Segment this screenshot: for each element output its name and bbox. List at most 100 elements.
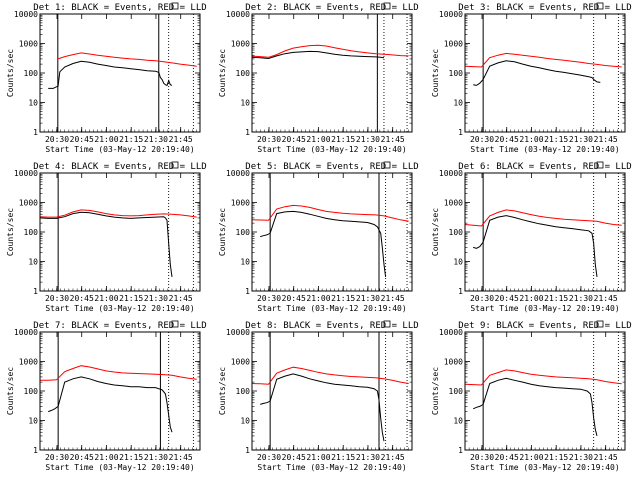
detector-panel-7: Det 7: BLACK = Events, RED = LLD Counts/s…: [6, 320, 207, 472]
y-tick-label: 10: [28, 99, 38, 108]
y-tick-label: 1000: [444, 199, 463, 208]
y-tick-label: 10: [240, 258, 250, 267]
y-tick-label: 1000: [19, 199, 38, 208]
title-marker-icon: [171, 320, 179, 328]
x-tick-label: 21:30: [569, 453, 593, 462]
y-tick-label: 1: [245, 287, 250, 296]
x-tick-label: 21:45: [381, 294, 405, 303]
x-tick-label: 20:45: [282, 294, 306, 303]
panel-title: Det 3: BLACK = Events, RED = LLD: [458, 3, 631, 13]
title-marker-icon: [596, 161, 604, 169]
detector-panel-6: Det 6: BLACK = Events, RED = LLD Counts/s…: [431, 161, 632, 313]
y-tick-label: 1: [33, 287, 38, 296]
detector-panel-8: Det 8: BLACK = Events, RED = LLD Counts/s…: [218, 320, 419, 472]
panel-title: Det 5: BLACK = Events, RED = LLD: [245, 162, 418, 172]
x-tick-label: 20:45: [70, 135, 94, 144]
plot-frame: [464, 331, 626, 451]
plot-frame: [251, 331, 413, 451]
plot-frame: [39, 331, 201, 451]
title-marker-icon: [383, 2, 391, 10]
x-tick-label: 21:45: [169, 453, 193, 462]
y-tick-label: 100: [449, 228, 464, 237]
detector-panel-5: Det 5: BLACK = Events, RED = LLD Counts/s…: [218, 161, 419, 313]
plot-frame: [39, 13, 201, 133]
panel-title: Det 1: BLACK = Events, RED = LLD: [33, 3, 206, 13]
x-tick-label: 21:00: [519, 453, 543, 462]
x-tick-label: 21:45: [381, 135, 405, 144]
y-tick-label: 1000: [231, 199, 250, 208]
x-tick-label: 21:45: [594, 135, 618, 144]
events-rate-line: [473, 60, 601, 86]
x-tick-label: 21:30: [144, 453, 168, 462]
x-axis-label: Start Time (03-May-12 20:19:40): [257, 463, 406, 472]
x-tick-label: 21:00: [94, 135, 118, 144]
x-tick-label: 21:30: [569, 135, 593, 144]
y-tick-label: 1: [458, 128, 463, 137]
y-axis-label: Counts/sec: [218, 49, 227, 97]
title-marker-icon: [171, 161, 179, 169]
x-tick-label: 21:00: [94, 453, 118, 462]
events-rate-line: [48, 60, 173, 89]
x-tick-label: 20:45: [70, 294, 94, 303]
y-tick-label: 10000: [226, 10, 250, 19]
x-tick-label: 20:30: [257, 294, 281, 303]
y-axis-label: Counts/sec: [431, 367, 440, 415]
lld-rate-line: [251, 44, 409, 58]
x-tick-label: 20:30: [470, 453, 494, 462]
y-tick-label: 1000: [19, 40, 38, 49]
x-tick-label: 21:45: [169, 135, 193, 144]
y-tick-label: 10000: [226, 328, 250, 337]
x-tick-label: 20:30: [257, 453, 281, 462]
detector-panel-9: Det 9: BLACK = Events, RED = LLD Counts/s…: [431, 320, 632, 472]
y-tick-label: 10000: [226, 169, 250, 178]
y-tick-label: 1: [33, 128, 38, 137]
y-tick-label: 1000: [19, 358, 38, 367]
y-tick-label: 100: [236, 387, 251, 396]
y-tick-label: 10: [28, 417, 38, 426]
x-tick-label: 21:15: [544, 294, 568, 303]
x-tick-label: 20:45: [495, 135, 519, 144]
x-tick-label: 20:45: [70, 453, 94, 462]
events-rate-line: [39, 211, 173, 277]
x-tick-label: 21:15: [119, 135, 143, 144]
y-tick-label: 100: [236, 228, 251, 237]
plot-frame: [464, 172, 626, 292]
lld-rate-line: [40, 365, 197, 381]
x-tick-label: 21:15: [119, 453, 143, 462]
events-rate-line: [260, 210, 387, 277]
x-tick-label: 21:15: [544, 453, 568, 462]
x-axis-label: Start Time (03-May-12 20:19:40): [470, 463, 619, 472]
x-axis-label: Start Time (03-May-12 20:19:40): [45, 463, 194, 472]
x-axis-label: Start Time (03-May-12 20:19:40): [45, 304, 194, 313]
y-axis-label: Counts/sec: [6, 208, 15, 256]
events-rate-line: [260, 373, 385, 442]
x-tick-label: 20:30: [257, 135, 281, 144]
title-marker-icon: [596, 2, 604, 10]
x-tick-label: 21:00: [94, 294, 118, 303]
y-tick-label: 100: [24, 387, 39, 396]
plot-frame: [251, 13, 413, 133]
y-axis-label: Counts/sec: [431, 49, 440, 97]
lld-rate-line: [464, 52, 622, 68]
y-tick-label: 100: [449, 387, 464, 396]
detector-panel-1: Det 1: BLACK = Events, RED = LLD Counts/s…: [6, 2, 207, 154]
x-tick-label: 21:00: [306, 135, 330, 144]
y-tick-label: 10000: [439, 328, 463, 337]
x-tick-label: 21:30: [356, 453, 380, 462]
panel-title: Det 2: BLACK = Events, RED = LLD: [245, 3, 418, 13]
x-tick-label: 20:45: [495, 294, 519, 303]
x-tick-label: 21:00: [306, 294, 330, 303]
events-rate-line: [48, 376, 173, 433]
x-tick-label: 21:15: [119, 294, 143, 303]
y-axis-label: Counts/sec: [6, 367, 15, 415]
y-tick-label: 1: [33, 446, 38, 455]
x-tick-label: 21:30: [356, 294, 380, 303]
events-rate-line: [472, 377, 598, 437]
x-tick-label: 21:15: [331, 135, 355, 144]
y-tick-label: 1000: [231, 358, 250, 367]
x-axis-label: Start Time (03-May-12 20:19:40): [257, 304, 406, 313]
x-tick-label: 21:30: [356, 135, 380, 144]
y-tick-label: 10000: [14, 10, 38, 19]
y-axis-label: Counts/sec: [218, 367, 227, 415]
